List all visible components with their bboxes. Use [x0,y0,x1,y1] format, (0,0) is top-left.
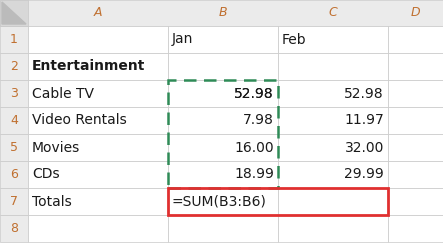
Bar [388,215,443,242]
Text: 16.00: 16.00 [234,140,274,154]
Text: 3: 3 [10,87,18,100]
Text: 5: 5 [10,141,18,154]
Text: 8: 8 [10,222,18,235]
Bar [168,53,278,80]
Text: =SUM(B3:B6): =SUM(B3:B6) [172,194,267,208]
Bar [0,53,28,80]
Polygon shape [2,2,26,24]
Bar [168,161,278,188]
Text: 18.99: 18.99 [234,168,274,181]
Text: Jan: Jan [172,32,194,46]
Bar [168,134,278,161]
Bar [168,188,388,215]
Text: 52.98: 52.98 [234,86,274,101]
Bar [0,188,28,215]
Text: 7: 7 [10,195,18,208]
Bar [28,26,168,53]
Bar [0,26,28,53]
Text: C: C [329,6,338,20]
Bar [388,26,443,53]
Text: Entertainment: Entertainment [32,60,145,74]
Bar [28,188,168,215]
Text: Totals: Totals [32,194,72,208]
Text: 1: 1 [10,33,18,46]
Bar [168,26,278,53]
Text: A: A [94,6,102,20]
Text: Feb: Feb [282,32,307,46]
Bar [168,80,278,188]
Bar [28,107,168,134]
Bar [28,215,168,242]
Bar [0,107,28,134]
Bar [278,134,388,161]
Text: B: B [219,6,227,20]
Text: 52.98: 52.98 [234,86,274,101]
Text: 52.98: 52.98 [344,86,384,101]
Text: Cable TV: Cable TV [32,86,94,101]
Bar [388,161,443,188]
Bar [388,53,443,80]
Bar [28,53,168,80]
Bar [0,215,28,242]
Text: 6: 6 [10,168,18,181]
Bar [0,0,28,26]
Bar [388,134,443,161]
Bar [278,161,388,188]
Bar [168,80,278,107]
Bar [28,80,168,107]
Bar [278,188,388,215]
Text: D: D [411,6,420,20]
Bar [28,161,168,188]
Bar [0,134,28,161]
Bar [388,107,443,134]
Bar [278,80,388,107]
Text: 7.98: 7.98 [243,114,274,128]
Text: 4: 4 [10,114,18,127]
Bar [388,188,443,215]
Text: 2: 2 [10,60,18,73]
Text: 11.97: 11.97 [344,114,384,128]
Text: CDs: CDs [32,168,60,181]
Bar [0,80,28,107]
Bar [278,215,388,242]
Bar [28,134,168,161]
Bar [278,26,388,53]
Bar [168,215,278,242]
Text: Video Rentals: Video Rentals [32,114,127,128]
Bar [388,80,443,107]
Bar [168,188,278,215]
Bar [168,107,278,134]
Bar [0,0,443,26]
Text: Movies: Movies [32,140,80,154]
Bar [278,107,388,134]
Text: 32.00: 32.00 [345,140,384,154]
Text: 29.99: 29.99 [344,168,384,181]
Bar [0,161,28,188]
Bar [278,53,388,80]
